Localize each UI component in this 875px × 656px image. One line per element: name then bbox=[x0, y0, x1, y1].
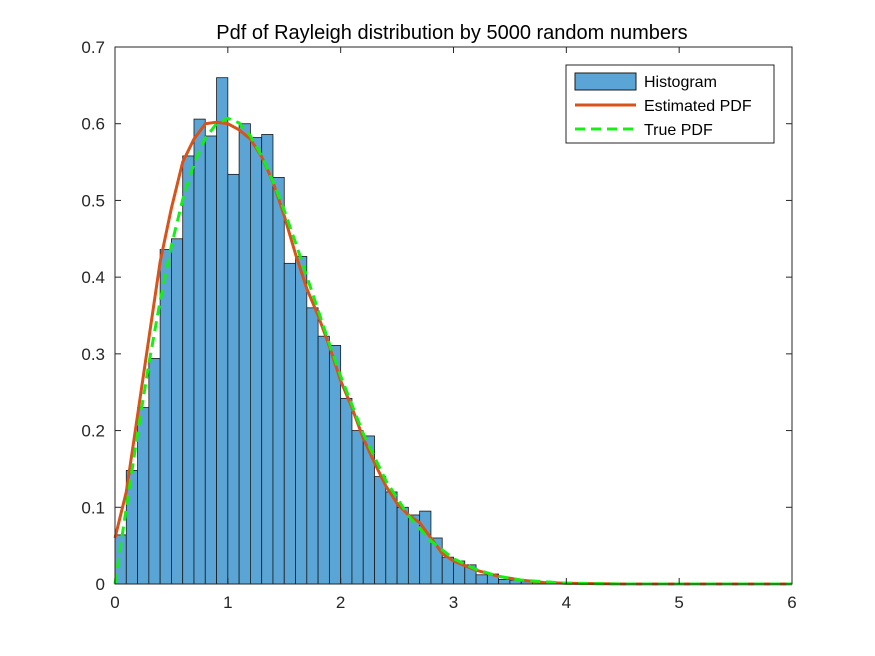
x-tick-label: 3 bbox=[449, 593, 458, 612]
x-tick-label: 6 bbox=[787, 593, 796, 612]
histogram-bar bbox=[272, 177, 285, 585]
legend-label-estimated-pdf: Estimated PDF bbox=[644, 98, 752, 115]
histogram-bar bbox=[498, 578, 511, 585]
histogram-bar bbox=[407, 514, 421, 585]
histogram-bar bbox=[261, 134, 274, 585]
histogram-bar bbox=[295, 256, 308, 585]
histogram-bar bbox=[328, 345, 342, 585]
legend-swatch-histogram bbox=[574, 72, 637, 91]
x-tick-label: 0 bbox=[110, 593, 119, 612]
x-tick-label: 4 bbox=[562, 593, 571, 612]
y-tick-label: 0.2 bbox=[81, 422, 105, 441]
histogram-bar bbox=[374, 476, 387, 585]
y-tick-label: 0.4 bbox=[81, 268, 105, 287]
y-tick-label: 0.6 bbox=[81, 115, 105, 134]
histogram-bar bbox=[396, 506, 409, 585]
histogram-bar bbox=[227, 173, 240, 585]
histogram-bar bbox=[182, 155, 195, 585]
y-tick-label: 0.5 bbox=[81, 191, 105, 210]
histogram-bar bbox=[137, 407, 150, 585]
y-tick-label: 0.3 bbox=[81, 345, 105, 364]
x-tick-label: 2 bbox=[336, 593, 345, 612]
x-tick-label: 1 bbox=[223, 593, 232, 612]
histogram-bar bbox=[148, 358, 161, 585]
histogram-bar bbox=[306, 307, 319, 585]
legend: Histogram Estimated PDF True PDF bbox=[565, 64, 775, 144]
histogram-bar bbox=[283, 262, 296, 585]
x-tick-label: 5 bbox=[674, 593, 683, 612]
histogram-bar bbox=[340, 397, 353, 585]
y-tick-label: 0 bbox=[96, 575, 105, 594]
histogram-bar bbox=[171, 238, 184, 585]
histogram-bars bbox=[114, 77, 556, 585]
histogram-bar bbox=[385, 491, 398, 585]
y-tick-label: 0.1 bbox=[81, 498, 105, 517]
histogram-bar bbox=[216, 77, 229, 585]
y-tick-label: 0.7 bbox=[81, 38, 105, 57]
histogram-bar bbox=[317, 335, 330, 585]
legend-label-histogram: Histogram bbox=[644, 74, 717, 91]
histogram-bar bbox=[193, 118, 206, 585]
axis-ticks: 0 1 2 3 4 5 6 0 0.1 0.2 0.3 0.4 0.5 0.6 0.7 bbox=[81, 38, 796, 612]
histogram-bar bbox=[204, 135, 217, 585]
histogram-bar bbox=[238, 123, 251, 585]
histogram-bar bbox=[351, 430, 364, 585]
histogram-bar bbox=[249, 137, 263, 585]
histogram-bar bbox=[475, 574, 488, 585]
legend-label-true-pdf: True PDF bbox=[644, 122, 713, 139]
histogram-bar bbox=[419, 510, 432, 585]
pdf-lines bbox=[113, 116, 792, 586]
chart-title: Pdf of Rayleigh distribution by 5000 ran… bbox=[216, 22, 687, 44]
